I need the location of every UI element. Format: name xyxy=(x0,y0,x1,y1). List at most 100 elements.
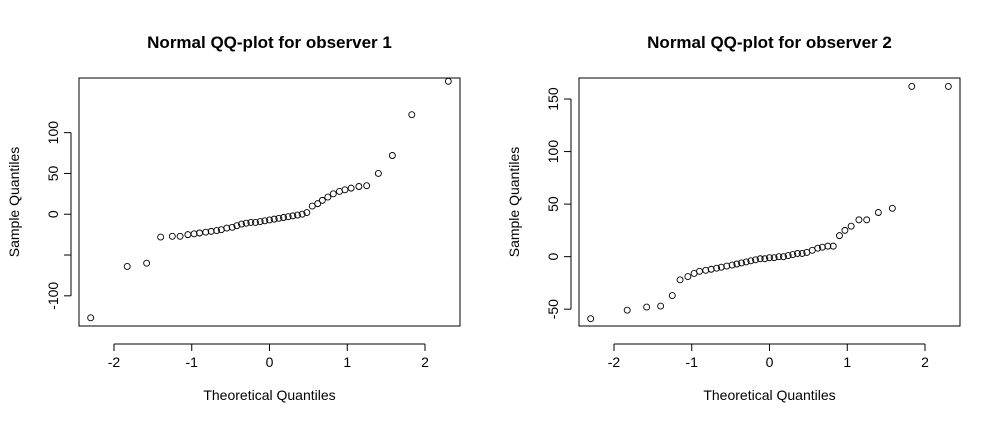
data-point xyxy=(168,232,176,240)
data-point xyxy=(587,315,595,323)
data-point xyxy=(863,216,871,224)
qq-plot-panel-2: Normal QQ-plot for observer 2 -2 -1 0 1 2 Theo… xyxy=(506,33,961,403)
x-tick-label: 1 xyxy=(843,354,851,370)
y-tick-label: 100 xyxy=(545,140,561,164)
data-point xyxy=(289,212,297,220)
data-point xyxy=(829,242,837,250)
data-point xyxy=(329,190,337,198)
data-point xyxy=(702,266,710,274)
data-point xyxy=(761,255,769,263)
plot-frame xyxy=(78,77,461,327)
y-tick-label: 50 xyxy=(45,165,61,181)
data-point xyxy=(233,222,241,230)
data-point xyxy=(270,215,278,223)
data-point xyxy=(284,213,292,221)
data-point xyxy=(213,227,221,235)
data-point xyxy=(775,253,783,261)
data-point xyxy=(143,259,151,267)
data-point xyxy=(733,260,741,268)
x-tick-label: 2 xyxy=(921,354,929,370)
data-point xyxy=(184,231,192,239)
data-point xyxy=(707,265,715,273)
data-point xyxy=(123,262,131,270)
x-tick-label: -2 xyxy=(108,354,121,370)
data-point xyxy=(252,218,259,226)
data-point xyxy=(347,184,355,192)
data-point xyxy=(742,258,750,266)
data-point xyxy=(363,182,371,190)
data-point xyxy=(676,276,684,284)
data-point xyxy=(841,226,849,234)
y-tick-label: 150 xyxy=(545,87,561,111)
data-point xyxy=(298,210,306,218)
chart-title: Normal QQ-plot for observer 1 xyxy=(147,33,392,52)
data-point xyxy=(341,186,349,194)
x-tick-label: -1 xyxy=(186,354,199,370)
x-tick-label: 1 xyxy=(343,354,351,370)
data-point xyxy=(266,216,273,224)
data-point xyxy=(238,220,245,228)
x-tick-label: -2 xyxy=(608,354,621,370)
data-point xyxy=(623,306,631,314)
data-point xyxy=(728,261,736,269)
data-point xyxy=(157,233,165,241)
data-point xyxy=(643,303,651,311)
data-point xyxy=(223,224,231,232)
data-point xyxy=(847,222,855,230)
data-point xyxy=(294,211,301,219)
data-point xyxy=(247,218,255,226)
qq-plot-panel-1: Normal QQ-plot for observer 1 -2 -1 0 1 2 Theo… xyxy=(6,33,461,403)
data-point xyxy=(752,256,759,264)
data-point xyxy=(374,169,382,177)
data-point xyxy=(280,214,287,221)
data-point xyxy=(770,254,778,262)
x-tick-label: 0 xyxy=(266,354,274,370)
data-point xyxy=(696,267,703,275)
data-point xyxy=(275,214,283,222)
data-point xyxy=(684,273,692,281)
data-point xyxy=(176,232,184,240)
data-point xyxy=(780,253,787,261)
data-point xyxy=(798,250,806,257)
x-tick-label: 2 xyxy=(421,354,429,370)
data-point xyxy=(303,209,311,217)
data-point xyxy=(324,193,332,201)
data-point xyxy=(756,255,764,263)
data-point xyxy=(308,202,316,210)
data-point xyxy=(855,216,863,224)
y-tick-label: 0 xyxy=(545,253,561,261)
x-tick-label: -1 xyxy=(686,354,699,370)
y-tick-label: -50 xyxy=(545,299,561,319)
x-axis-label: Theoretical Quantiles xyxy=(203,387,335,403)
data-point xyxy=(190,230,198,238)
data-point xyxy=(713,264,721,272)
data-point xyxy=(888,204,896,212)
data-point xyxy=(944,82,952,90)
data-point xyxy=(87,314,95,322)
y-tick-label: 50 xyxy=(545,196,561,212)
data-point xyxy=(747,257,755,265)
data-point xyxy=(228,223,236,231)
y-tick-label: 0 xyxy=(45,210,61,218)
chart-title: Normal QQ-plot for observer 2 xyxy=(647,33,892,52)
data-point xyxy=(242,219,250,227)
data-point xyxy=(794,250,801,257)
data-point xyxy=(202,228,210,236)
y-axis-label: Sample Quantiles xyxy=(6,147,22,258)
data-point xyxy=(444,77,452,85)
data-point xyxy=(256,218,264,226)
x-tick-label: 0 xyxy=(766,354,774,370)
data-point xyxy=(657,302,665,310)
data-point xyxy=(814,244,822,252)
data-point xyxy=(723,262,731,270)
data-point xyxy=(207,227,215,235)
data-point xyxy=(668,292,676,299)
data-point xyxy=(784,252,792,260)
data-point xyxy=(318,196,326,204)
data-point xyxy=(766,254,773,262)
data-point xyxy=(738,259,745,267)
data-point xyxy=(314,200,322,208)
y-axis-label: Sample Quantiles xyxy=(506,147,522,258)
